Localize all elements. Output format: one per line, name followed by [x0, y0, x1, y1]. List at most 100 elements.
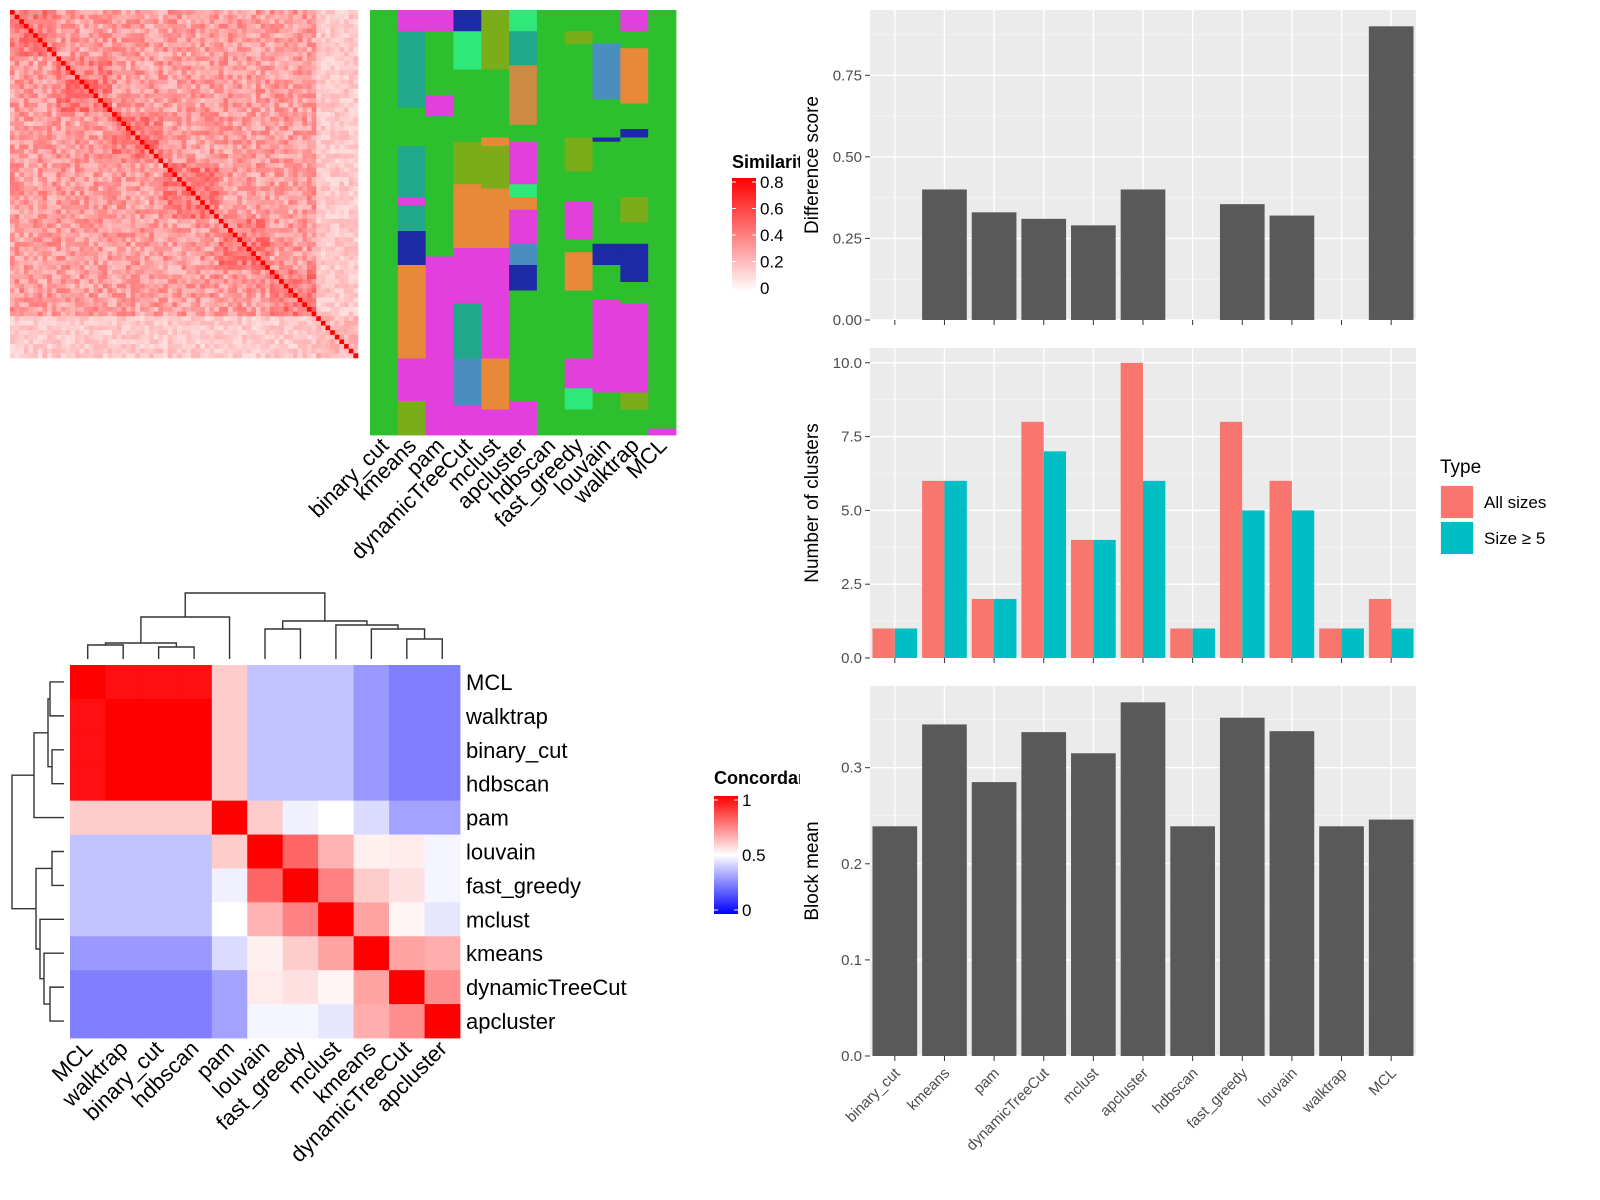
similarity-cell — [158, 228, 163, 233]
similarity-cell — [107, 47, 112, 52]
similarity-cell — [158, 38, 163, 43]
similarity-cell — [284, 233, 289, 238]
similarity-cell — [349, 177, 354, 182]
similarity-cell — [237, 98, 242, 103]
similarity-cell — [177, 66, 182, 71]
similarity-cell — [103, 140, 108, 145]
similarity-cell — [196, 107, 201, 112]
similarity-cell — [251, 163, 256, 168]
similarity-cell — [349, 186, 354, 191]
similarity-cell — [242, 223, 247, 228]
similarity-cell — [172, 191, 177, 196]
similarity-cell — [126, 149, 131, 154]
similarity-cell — [29, 89, 34, 94]
similarity-cell — [10, 279, 15, 284]
similarity-cell — [307, 242, 312, 247]
similarity-cell — [145, 158, 150, 163]
similarity-cell — [19, 293, 24, 298]
similarity-cell — [172, 112, 177, 117]
similarity-cell — [177, 94, 182, 99]
similarity-cell — [15, 140, 20, 145]
similarity-cell — [126, 10, 131, 15]
similarity-cell — [140, 302, 145, 307]
similarity-cell — [47, 61, 52, 66]
similarity-cell — [145, 29, 150, 34]
similarity-cell — [223, 256, 228, 261]
similarity-cell — [140, 154, 145, 159]
similarity-cell — [84, 94, 89, 99]
similarity-cell — [29, 66, 34, 71]
similarity-cell — [24, 219, 29, 224]
similarity-cell — [154, 274, 159, 279]
similarity-cell — [237, 158, 242, 163]
similarity-cell — [19, 279, 24, 284]
similarity-cell — [24, 29, 29, 34]
similarity-cell — [112, 103, 117, 108]
similarity-cell — [302, 228, 307, 233]
similarity-cell — [288, 177, 293, 182]
similarity-cell — [233, 131, 238, 136]
similarity-cell — [103, 121, 108, 126]
similarity-cell — [335, 242, 340, 247]
similarity-cell — [265, 270, 270, 275]
similarity-cell — [279, 298, 284, 303]
similarity-cell — [94, 302, 99, 307]
similarity-cell — [52, 312, 57, 317]
similarity-cell — [89, 247, 94, 252]
similarity-cell — [56, 140, 61, 145]
similarity-cell — [219, 15, 224, 20]
similarity-cell — [223, 186, 228, 191]
similarity-cell — [256, 42, 261, 47]
similarity-cell — [47, 117, 52, 122]
similarity-cell — [261, 279, 266, 284]
similarity-cell — [210, 274, 215, 279]
similarity-cell — [75, 15, 80, 20]
similarity-cell — [335, 107, 340, 112]
similarity-cell — [210, 84, 215, 89]
similarity-cell — [15, 112, 20, 117]
similarity-cell — [126, 117, 131, 122]
similarity-cell — [84, 15, 89, 20]
similarity-cell — [158, 163, 163, 168]
similarity-cell — [80, 270, 85, 275]
similarity-cell — [149, 251, 154, 256]
similarity-cell — [191, 205, 196, 210]
similarity-cell — [61, 200, 66, 205]
similarity-cell — [293, 145, 298, 150]
similarity-cell — [42, 98, 47, 103]
similarity-cell — [261, 42, 266, 47]
similarity-cell — [75, 251, 80, 256]
similarity-cell — [186, 131, 191, 136]
similarity-cell — [335, 61, 340, 66]
similarity-cell — [103, 177, 108, 182]
similarity-cell — [47, 219, 52, 224]
similarity-cell — [42, 186, 47, 191]
similarity-cell — [196, 247, 201, 252]
similarity-cell — [228, 163, 233, 168]
similarity-cell — [274, 117, 279, 122]
similarity-cell — [339, 261, 344, 266]
similarity-cell — [274, 186, 279, 191]
similarity-cell — [140, 140, 145, 145]
similarity-cell — [89, 270, 94, 275]
similarity-cell — [168, 284, 173, 289]
similarity-cell — [89, 284, 94, 289]
similarity-cell — [302, 270, 307, 275]
similarity-cell — [158, 131, 163, 136]
similarity-cell — [29, 261, 34, 266]
similarity-cell — [172, 149, 177, 154]
similarity-cell — [15, 70, 20, 75]
similarity-cell — [66, 284, 71, 289]
similarity-cell — [112, 196, 117, 201]
similarity-cell — [298, 89, 303, 94]
similarity-cell — [261, 200, 266, 205]
similarity-cell — [284, 177, 289, 182]
similarity-cell — [10, 242, 15, 247]
similarity-cell — [279, 19, 284, 24]
similarity-cell — [279, 196, 284, 201]
similarity-cell — [279, 112, 284, 117]
similarity-cell — [335, 279, 340, 284]
similarity-cell — [353, 279, 358, 284]
similarity-cell — [172, 75, 177, 80]
similarity-cell — [172, 42, 177, 47]
